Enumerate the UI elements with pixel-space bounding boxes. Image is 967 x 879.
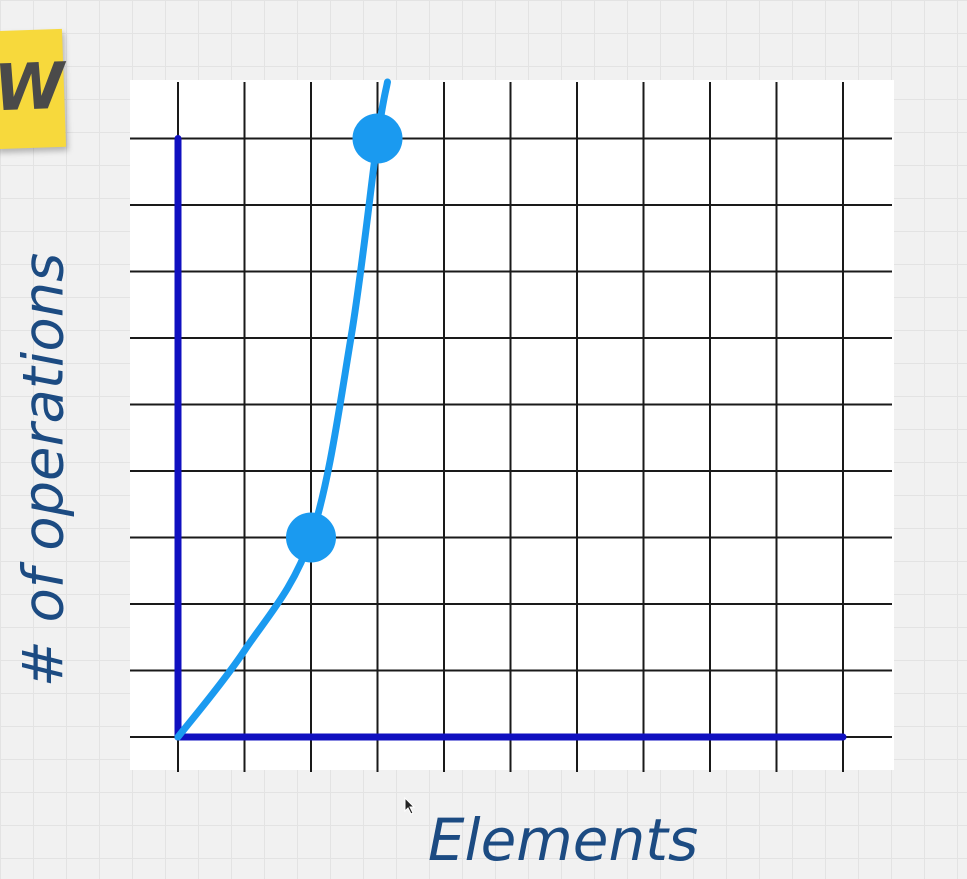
data-point xyxy=(352,113,403,164)
x-axis-label: Elements xyxy=(427,806,699,874)
mouse-cursor-icon xyxy=(404,797,416,815)
data-point xyxy=(286,512,336,563)
highlighted-points xyxy=(286,113,403,563)
grid xyxy=(130,82,892,772)
y-axis-label: # of operations xyxy=(11,252,77,688)
axes xyxy=(174,135,847,741)
chart-background xyxy=(130,80,894,770)
